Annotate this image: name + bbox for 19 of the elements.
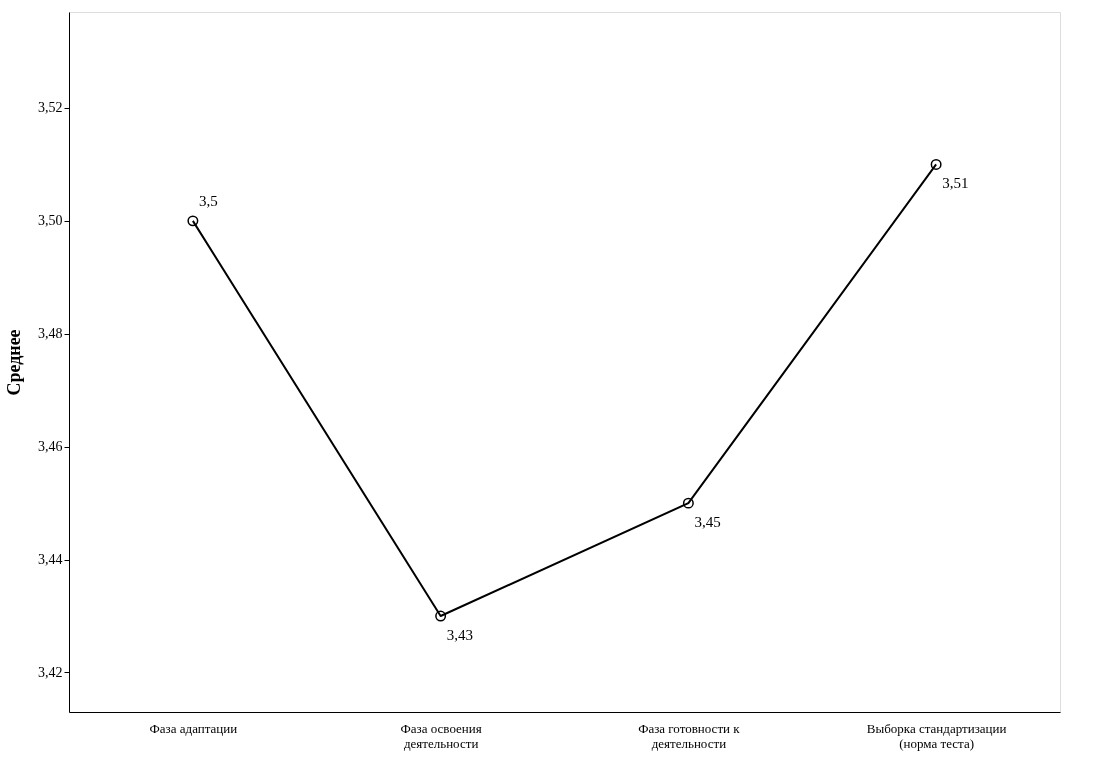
point	[682, 497, 694, 509]
data-label: 3,45	[694, 514, 721, 531]
point	[187, 215, 199, 227]
y-tick-label: 3,50	[38, 213, 63, 229]
y-axis-title: Среднее	[4, 329, 24, 396]
point	[930, 158, 942, 170]
y-tick-label: 3,48	[38, 326, 63, 342]
y-tick-label: 3,42	[38, 664, 63, 680]
data-label: 3,5	[198, 192, 218, 209]
y-tick-label: 3,46	[38, 439, 63, 455]
x-tick-label: Фаза готовности к деятельности	[638, 720, 741, 751]
data-label: 3,43	[446, 627, 473, 644]
point	[435, 610, 447, 622]
x-tick-label: Фаза освоения деятельности	[400, 720, 482, 751]
data-label: 3,51	[942, 175, 969, 192]
x-tick-label: Выборка стандартизации (норма теста)	[866, 720, 1007, 751]
y-tick-label: 3,44	[38, 552, 63, 568]
y-tick-label: 3,52	[38, 100, 63, 116]
x-tick-label: Фаза адаптации	[149, 720, 238, 736]
